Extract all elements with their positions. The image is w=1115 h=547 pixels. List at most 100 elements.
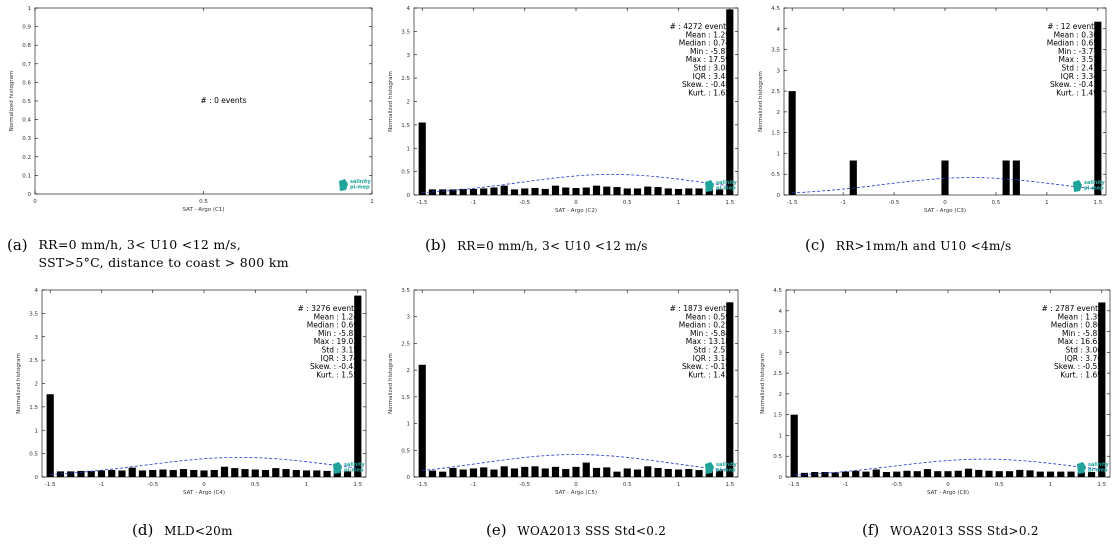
logo-icon (705, 180, 714, 192)
histogram-bar (654, 187, 662, 195)
histogram-bar (541, 468, 549, 477)
histogram-bar (1026, 470, 1034, 477)
y-tick-label: 3.5 (771, 48, 780, 54)
y-tick-label: 1.5 (773, 413, 782, 419)
stats-events: # : 1873 events (670, 304, 730, 313)
y-tick-label: 4.5 (773, 288, 782, 294)
histogram-bar (97, 470, 106, 477)
caption-f-text: WOA2013 SSS Std>0.2 (890, 524, 1039, 538)
histogram-bar (418, 122, 426, 195)
x-tick-label: 0 (946, 482, 950, 488)
histogram-bar (272, 468, 280, 477)
caption-b: (b) RR=0 mm/h, 3< U10 <12 m/s (425, 236, 648, 254)
y-tick-label: 3 (407, 315, 411, 321)
logo-text-line1: salinity (716, 462, 737, 468)
stats-line: Kurt. : 1.49 (1056, 88, 1098, 97)
y-tick-label: 1.5 (401, 395, 410, 401)
histogram-bar (490, 187, 498, 195)
histogram-bar (1057, 471, 1065, 477)
histogram-bar (944, 471, 952, 477)
y-axis-label: Normalized histogram (758, 71, 764, 132)
logo-text-line2: pi-mep (350, 185, 370, 191)
x-tick-label: 1.5 (725, 200, 734, 206)
x-tick-label: -1 (99, 482, 104, 488)
stats-line: IQR : 3.74 (321, 354, 359, 363)
gaussian-fit-line (50, 457, 358, 475)
histogram-bar (882, 472, 891, 477)
x-tick-label: 1 (1045, 200, 1049, 206)
x-tick-label: 0.5 (623, 200, 632, 206)
histogram-bar (459, 469, 467, 477)
histogram-bar (510, 189, 519, 195)
x-tick-label: -1.5 (789, 482, 800, 488)
y-tick-label: 3 (35, 335, 39, 341)
histogram-chart-c2: 0 0.5 1 1.5 2 2.5 3 3.5 4 -1.5 -1 -0.5 0 0.5 1 1.5 SAT -… (388, 6, 739, 214)
histogram-bar (469, 468, 478, 477)
x-tick-label: 0.5 (992, 200, 1001, 206)
y-tick-label: 3 (407, 53, 411, 59)
y-tick-label: 0.5 (22, 99, 31, 105)
histogram-bar (849, 160, 857, 195)
stats-line: Median : 0.69 (307, 321, 359, 330)
histogram-bar (705, 470, 713, 477)
histogram-bar (852, 470, 860, 477)
y-tick-label: 0 (35, 475, 39, 481)
histogram-bar (1046, 471, 1055, 477)
histogram-bar (261, 469, 270, 477)
stats-line: Std : 3.15 (322, 346, 359, 355)
caption-a-line-2: SST>5°C, distance to coast > 800 km (38, 255, 289, 270)
caption-a: (a) RR=0 mm/h, 3< U10 <12 m/s, SST>5°C, … (7, 236, 289, 272)
histogram-bar (521, 188, 529, 195)
histogram-chart-c5: 0 0.5 1 1.5 2 2.5 3 3.5 -1.5 -1 -0.5 0 0.5 1 1.5 SAT - … (388, 288, 739, 496)
y-tick-label: 3 (777, 68, 781, 74)
stats-line: Skew. : -0.43 (310, 362, 358, 371)
histogram-bar (893, 471, 901, 477)
histogram-bar (726, 9, 734, 196)
histogram-bar (1002, 160, 1010, 195)
x-tick-label: 1 (1049, 482, 1053, 488)
stats-line: Skew. : -0.55 (1054, 362, 1102, 371)
y-axis-label: Normalized histogram (16, 353, 22, 414)
caption-c-text: RR>1mm/h and U10 <4m/s (835, 239, 1012, 253)
y-tick-label: 0.5 (401, 448, 410, 454)
x-tick-label: -0.5 (889, 200, 900, 206)
histogram-bar (913, 471, 921, 477)
x-tick-label: -0.5 (519, 482, 530, 488)
histogram-bar (941, 160, 949, 195)
histogram-bar (200, 470, 208, 477)
histogram-bar (975, 469, 983, 477)
y-tick-label: 2 (407, 368, 411, 374)
y-tick-label: 3 (779, 350, 783, 356)
stats-events: # : 2787 events (1042, 304, 1102, 313)
x-tick-label: 1.5 (725, 482, 734, 488)
histogram-bar (343, 471, 352, 477)
histogram-bar (603, 186, 611, 195)
y-tick-label: 1 (28, 6, 32, 12)
histogram-panel-c4: 0 0.5 1 1.5 2 2.5 3 3.5 4 -1.5 -1 -0.5 0 0.5 1 1.5 SAT -… (0, 282, 372, 496)
histogram-bar (231, 468, 239, 477)
caption-a-line-1: RR=0 mm/h, 3< U10 <12 m/s, (38, 237, 241, 252)
x-axis-label: SAT - Argo (C4) (183, 490, 225, 496)
histogram-bar (190, 469, 198, 477)
caption-a-label: (a) (7, 236, 28, 254)
histogram-bar (480, 467, 488, 477)
histogram-bar (449, 189, 457, 195)
y-tick-label: 4 (779, 309, 783, 315)
stats-line: Skew. : -0.41 (1050, 80, 1098, 89)
histogram-bar (923, 469, 932, 477)
stats-line: Max : 13.18 (686, 337, 730, 346)
y-tick-label: 0 (407, 475, 411, 481)
histogram-bar (1005, 471, 1014, 477)
histogram-bar (821, 472, 829, 477)
histogram-bar (323, 470, 331, 477)
histogram-bar (56, 471, 65, 477)
histogram-bar (862, 471, 870, 477)
x-tick-label: -0.5 (147, 482, 158, 488)
x-tick-label: 0.5 (199, 199, 208, 205)
y-tick-label: 3.5 (29, 311, 38, 317)
stats-line: IQR : 3.14 (693, 354, 731, 363)
histogram-chart-c3: 0 0.5 1 1.5 2 2.5 3 3.5 4 4.5 -1.5 -1 -0.5 0 0.5 1 1.5 SA… (758, 6, 1107, 214)
histogram-bar (644, 466, 652, 477)
